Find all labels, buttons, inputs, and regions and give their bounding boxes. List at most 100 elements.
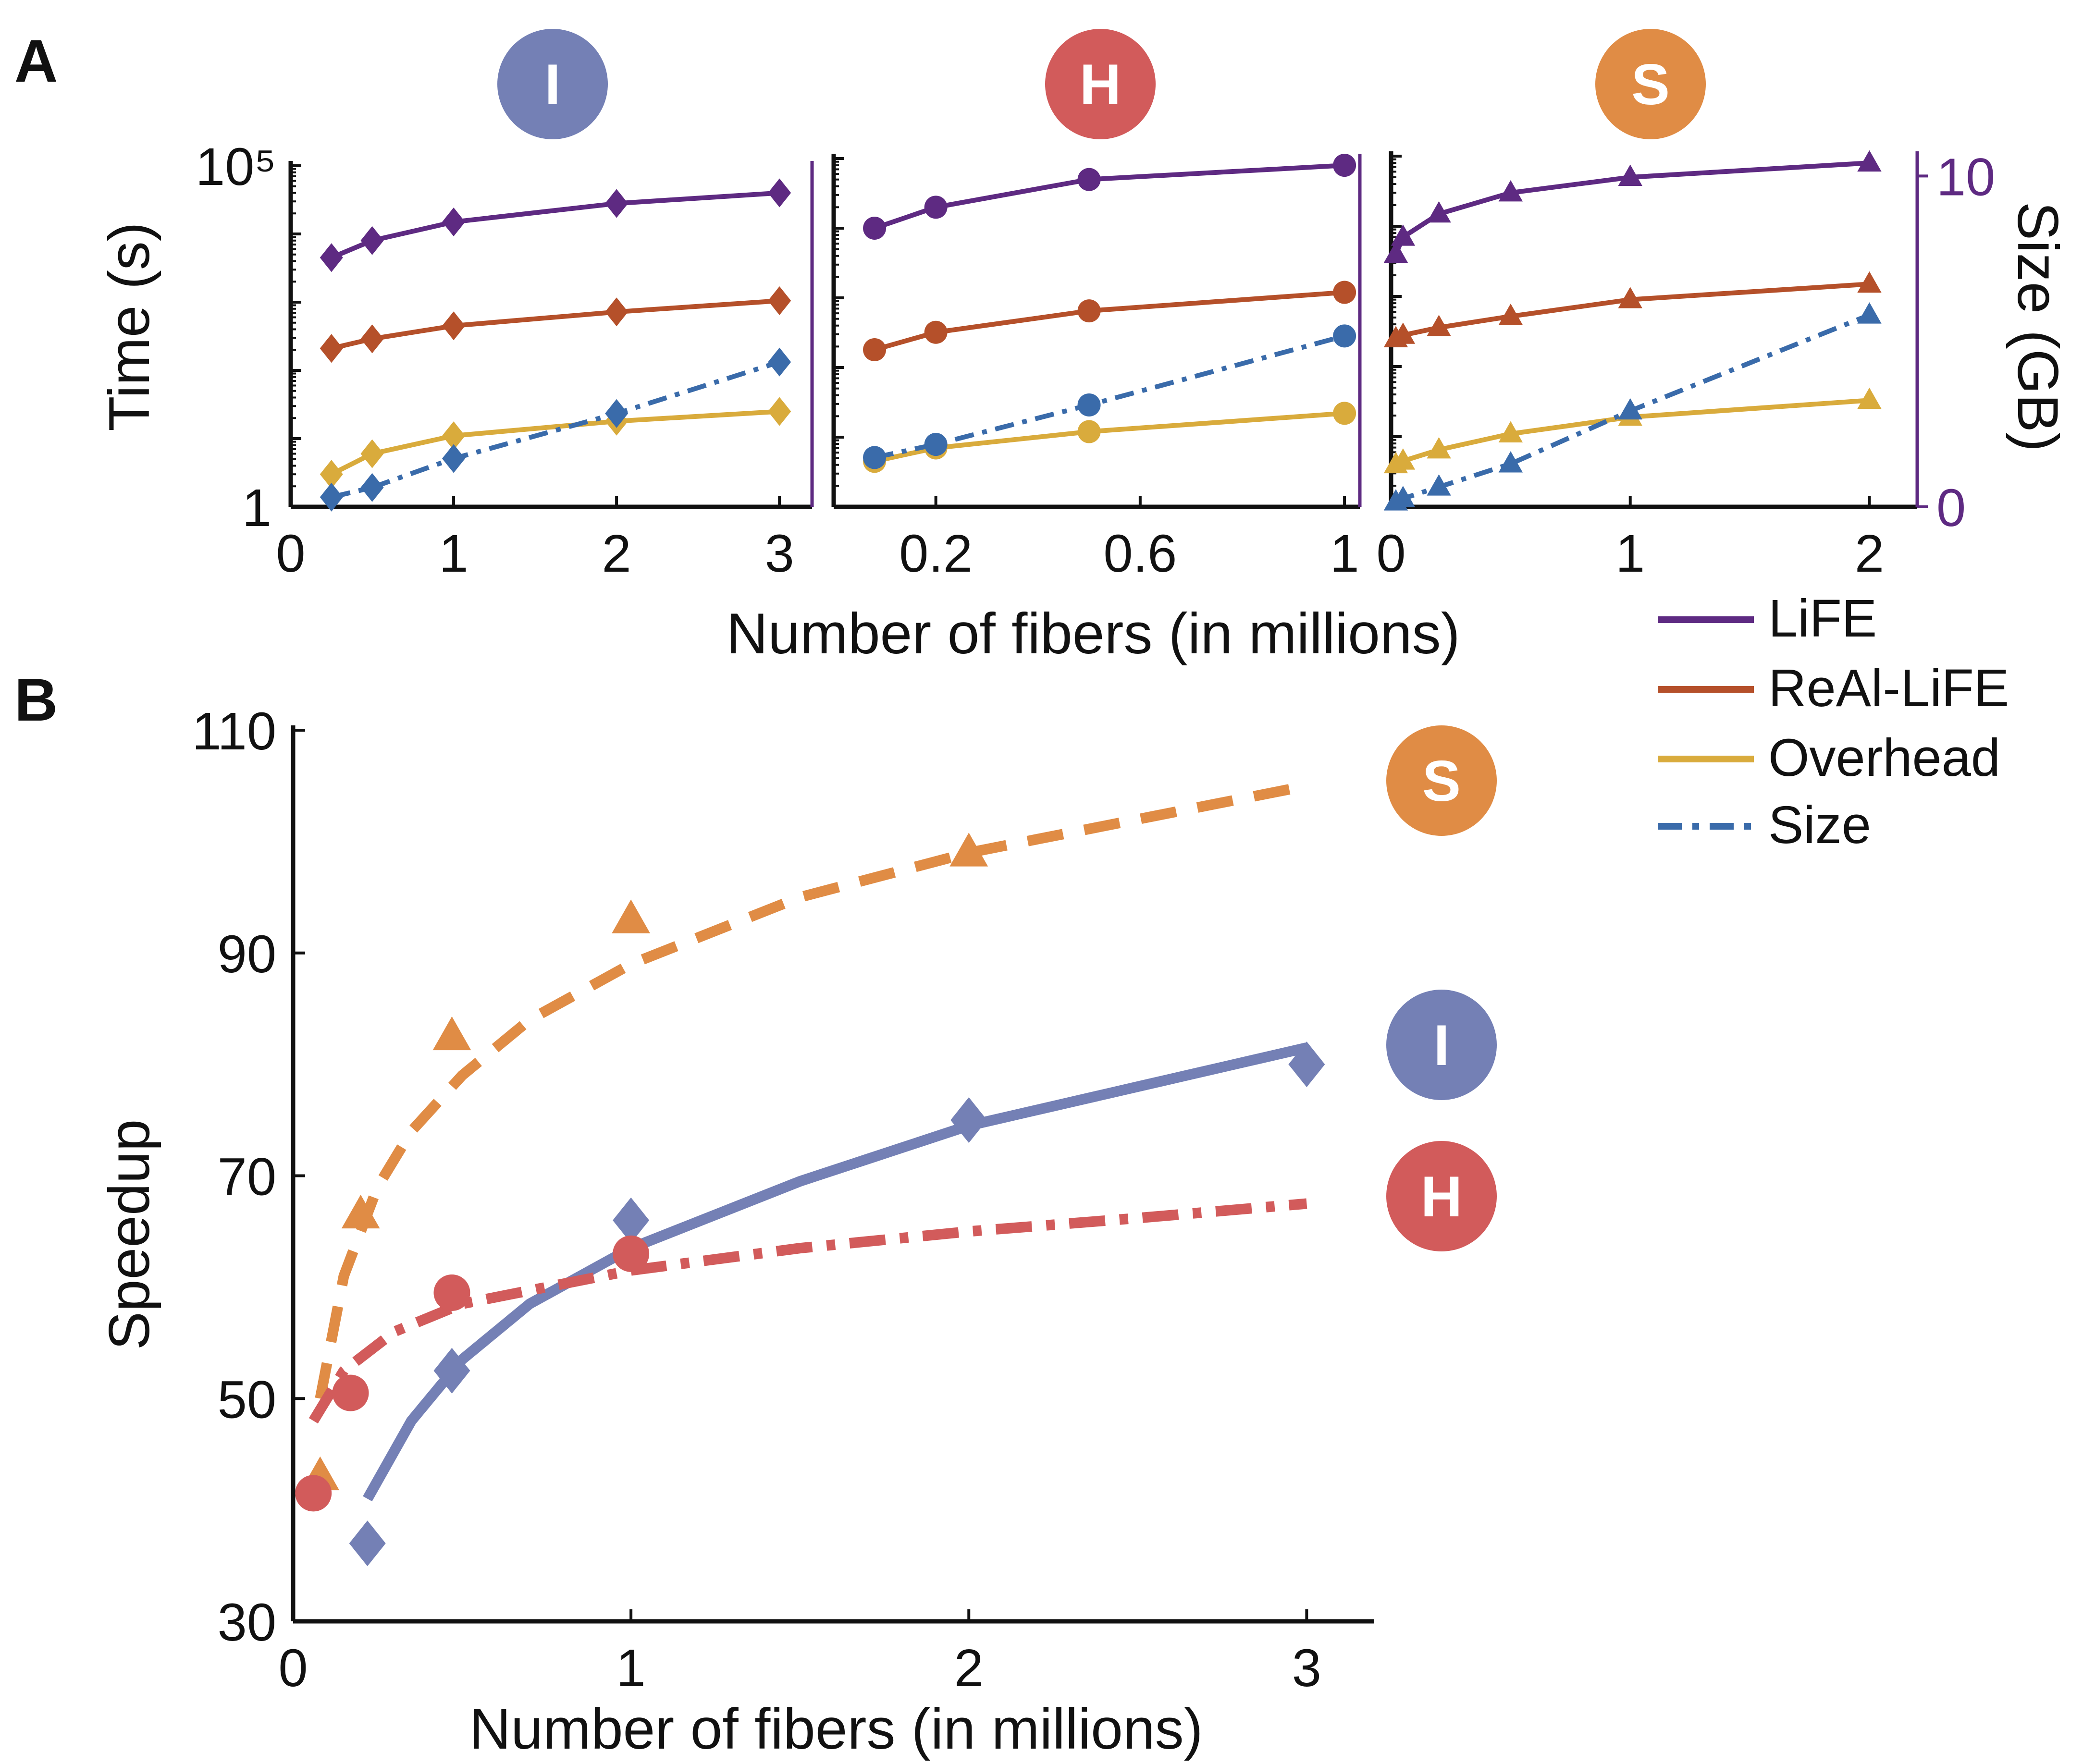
data-point-s xyxy=(949,833,988,867)
data-point-h xyxy=(295,1475,332,1512)
series-point-life xyxy=(768,178,791,208)
x-tick-label: 2 xyxy=(602,524,631,583)
badge-s-label: S xyxy=(1631,52,1670,117)
series-point-overhead xyxy=(1333,402,1356,425)
series-point-overhead xyxy=(320,460,343,489)
badge-b-s-circle xyxy=(1386,725,1497,836)
y2-tick-label: 10 xyxy=(1936,147,1995,207)
data-point-s xyxy=(612,899,651,933)
series-point-life xyxy=(1618,164,1642,186)
x-tick-label: 0 xyxy=(278,1639,308,1698)
panel-a-x-axis-label: Number of fibers (in millions) xyxy=(726,601,1460,666)
series-point-real-life xyxy=(320,334,343,363)
data-point-s xyxy=(341,1194,380,1229)
series-point-life xyxy=(863,217,887,240)
legend-label-overhead: Overhead xyxy=(1768,728,2000,787)
x-tick-label: 1 xyxy=(1615,524,1645,583)
data-point-h xyxy=(332,1374,369,1411)
series-line-overhead xyxy=(874,411,1345,464)
y-tick-label: 1 xyxy=(242,478,271,538)
y-tick-label: 90 xyxy=(218,925,276,984)
series-point-size xyxy=(1077,393,1101,416)
badge-s-circle xyxy=(1595,29,1706,139)
panel-a-y2-axis-label: Size (GB) xyxy=(2006,202,2070,452)
series-point-real-life xyxy=(1391,322,1416,344)
series-point-life xyxy=(924,196,948,219)
series-point-overhead xyxy=(360,439,384,468)
series-point-overhead xyxy=(1077,420,1101,443)
series-line-size xyxy=(874,333,1345,460)
x-tick-label: 3 xyxy=(1292,1639,1321,1698)
series-point-size xyxy=(1618,398,1642,420)
series-point-real-life xyxy=(863,338,887,361)
series-point-real-life xyxy=(1427,315,1451,336)
series-point-life xyxy=(360,226,384,255)
series-point-real-life xyxy=(768,286,791,315)
series-point-overhead xyxy=(1391,448,1416,470)
panel-a-y-axis-label: Time (s) xyxy=(97,222,161,431)
series-point-size xyxy=(1427,474,1451,496)
y-tick-label: 50 xyxy=(218,1370,276,1429)
y-tick-label: 10⁵ xyxy=(196,137,276,196)
badge-i-label: I xyxy=(544,52,560,117)
series-point-real-life xyxy=(605,297,629,327)
series-point-life xyxy=(1498,180,1523,202)
series-line-life xyxy=(874,163,1345,231)
data-point-s xyxy=(432,1016,471,1051)
series-point-size xyxy=(1391,486,1416,507)
x-tick-label: 0.2 xyxy=(899,524,973,583)
badge-b-i-circle xyxy=(1386,990,1497,1100)
series-point-real-life xyxy=(442,311,466,341)
panel-b-y-axis-label: Speedup xyxy=(97,1119,161,1350)
data-point-i xyxy=(433,1348,470,1394)
x-tick-label: 0 xyxy=(1376,524,1405,583)
series-point-life xyxy=(1333,154,1356,177)
series-point-overhead xyxy=(1427,437,1451,459)
y-tick-label: 110 xyxy=(192,702,276,761)
series-point-life xyxy=(442,207,466,236)
series-point-size xyxy=(1498,451,1523,473)
legend-label-size: Size xyxy=(1768,796,1871,855)
panel-a-h-chart: 0.2 0.6 1 H xyxy=(831,29,1362,583)
series-line-life xyxy=(330,190,780,260)
series-point-life xyxy=(1077,168,1101,191)
series-point-real-life xyxy=(1077,299,1101,323)
series-point-life xyxy=(1857,150,1882,172)
series-point-size xyxy=(768,347,791,377)
badge-b-i-label: I xyxy=(1433,1013,1449,1078)
x-tick-label: 2 xyxy=(1855,524,1884,583)
y-tick-label: 70 xyxy=(218,1148,276,1207)
data-point-h xyxy=(433,1274,470,1311)
series-point-size xyxy=(1857,302,1882,324)
series-point-overhead xyxy=(1498,421,1523,442)
y2-tick-label: 0 xyxy=(1936,478,1966,538)
legend-label-real-life: ReAl-LiFE xyxy=(1768,659,2009,718)
series-point-overhead xyxy=(1857,387,1882,409)
series-point-real-life xyxy=(1857,271,1882,293)
badge-b-h-circle xyxy=(1386,1141,1497,1251)
series-point-size xyxy=(863,446,887,469)
data-point-i xyxy=(613,1197,650,1243)
data-point-h xyxy=(613,1235,650,1272)
data-point-i xyxy=(1288,1041,1325,1088)
panel-label-b: B xyxy=(14,667,58,734)
series-point-overhead xyxy=(442,421,466,451)
legend: LiFE ReAl-LiFE Overhead Size xyxy=(1658,589,2009,855)
x-tick-label: 1 xyxy=(616,1639,646,1698)
badge-h-circle xyxy=(1045,29,1156,139)
series-point-life xyxy=(1427,201,1451,223)
badge-i-circle xyxy=(497,29,608,139)
x-tick-label: 3 xyxy=(765,524,794,583)
x-tick-label: 1 xyxy=(1330,524,1359,583)
badge-h-label: H xyxy=(1080,52,1122,117)
series-point-real-life xyxy=(1333,281,1356,304)
x-tick-label: 0.6 xyxy=(1103,524,1177,583)
series-point-life xyxy=(1383,241,1408,263)
series-point-real-life xyxy=(1498,304,1523,325)
series-line-size xyxy=(331,359,780,500)
series-point-life xyxy=(1391,224,1416,246)
series-point-size xyxy=(360,473,384,502)
